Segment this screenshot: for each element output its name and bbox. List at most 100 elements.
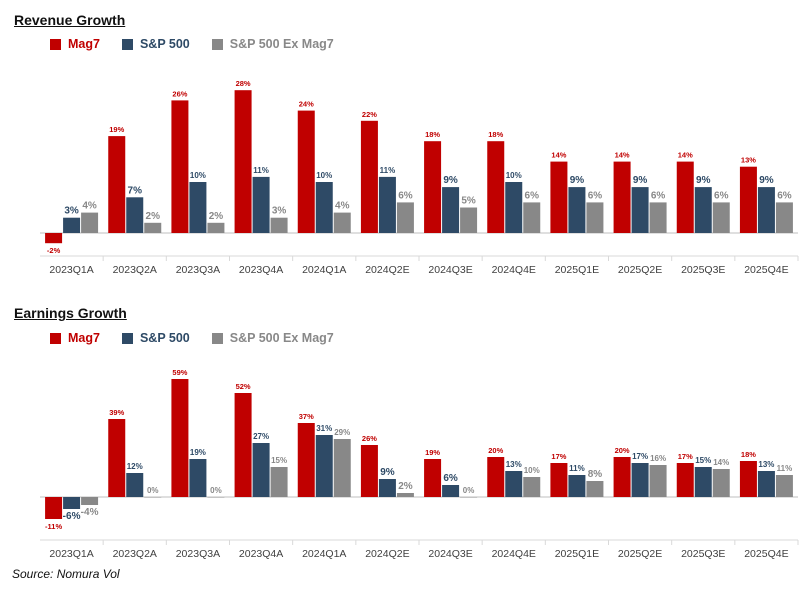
- legend-label: S&P 500: [139, 331, 190, 345]
- data-label: 11%: [569, 464, 585, 473]
- data-label: 13%: [758, 460, 774, 469]
- bar-sp500-2025Q3E: [694, 187, 712, 233]
- data-label: 6%: [651, 190, 666, 201]
- data-label: 0%: [210, 486, 222, 495]
- x-tick-label: 2023Q3A: [176, 548, 220, 560]
- bar-exmag7-2023Q4A: [270, 217, 288, 233]
- legend-item-exmag7: S&P 500 Ex Mag7: [211, 331, 334, 345]
- bar-sp500-2025Q3E: [694, 467, 712, 497]
- legend-swatch-exmag7: [211, 332, 223, 344]
- data-label: 9%: [696, 175, 711, 186]
- bar-mag7-2023Q4A: [234, 90, 252, 233]
- x-tick-label: 2025Q4E: [744, 548, 788, 560]
- data-label: 2%: [146, 211, 161, 222]
- data-label: 16%: [650, 454, 666, 463]
- x-tick-label: 2023Q4A: [239, 264, 283, 276]
- bar-mag7-2024Q1A: [297, 423, 315, 497]
- bar-exmag7-2024Q4E: [523, 477, 541, 497]
- data-label: 17%: [551, 452, 566, 461]
- data-label: -11%: [45, 522, 62, 531]
- data-label: 14%: [713, 458, 729, 467]
- data-label: 4%: [82, 201, 97, 212]
- data-label: 59%: [172, 368, 187, 377]
- bar-mag7-2024Q2E: [360, 120, 378, 233]
- bar-mag7-2025Q4E: [739, 166, 757, 233]
- data-label: 13%: [741, 156, 756, 165]
- x-tick-label: 2023Q1A: [49, 548, 93, 560]
- bar-sp500-2023Q2A: [126, 473, 144, 497]
- data-label: 19%: [425, 448, 440, 457]
- revenue-growth-chart: -2%3% 4%2023Q1A19%7%2%2023Q2A26%10%2%2023…: [40, 79, 799, 276]
- x-tick-label: 2025Q3E: [681, 264, 725, 276]
- data-label: 5%: [461, 196, 476, 207]
- x-tick-label: 2023Q3A: [176, 264, 220, 276]
- bar-sp500-2023Q2A: [126, 197, 144, 233]
- x-tick-label: 2025Q2E: [618, 264, 662, 276]
- data-label: 15%: [695, 456, 711, 465]
- data-label: 6%: [714, 190, 729, 201]
- bar-exmag7-2025Q4E: [775, 202, 793, 233]
- x-tick-label: 2024Q4E: [492, 264, 536, 276]
- bar-mag7-2025Q2E: [613, 457, 631, 497]
- bar-exmag7-2024Q2E: [396, 202, 414, 233]
- data-label: 6%: [443, 473, 458, 484]
- data-label: 9%: [759, 175, 774, 186]
- data-label: 14%: [551, 151, 566, 160]
- bar-exmag7-2023Q3A: [207, 222, 225, 233]
- data-label: 11%: [777, 464, 793, 473]
- bar-exmag7-2025Q3E: [712, 469, 730, 497]
- x-tick-label: 2025Q1E: [555, 264, 599, 276]
- bar-mag7-2024Q4E: [487, 141, 505, 233]
- data-label: -6%: [63, 511, 81, 522]
- bar-sp500-2024Q3E: [442, 187, 460, 233]
- bar-exmag7-2023Q2A: [144, 222, 162, 233]
- bar-exmag7-2024Q3E: [460, 497, 478, 498]
- bar-mag7-2023Q4A: [234, 393, 252, 497]
- bar-sp500-2023Q4A: [252, 176, 270, 233]
- data-label: 12%: [127, 462, 143, 471]
- bar-exmag7-2024Q2E: [396, 493, 414, 497]
- bar-exmag7-2023Q3A: [207, 497, 225, 498]
- bar-sp500-2025Q1E: [568, 475, 586, 497]
- x-tick-label: 2025Q3E: [681, 548, 725, 560]
- bar-sp500-2023Q1A: [63, 497, 81, 509]
- x-tick-label: 2025Q4E: [744, 264, 788, 276]
- data-label: 9%: [443, 175, 458, 186]
- x-tick-label: 2024Q3E: [428, 548, 472, 560]
- bar-sp500-2024Q2E: [378, 479, 396, 497]
- bar-exmag7-2025Q2E: [649, 465, 667, 497]
- data-label: 14%: [678, 151, 693, 160]
- data-label: 6%: [777, 190, 792, 201]
- data-label: 17%: [632, 452, 648, 461]
- bar-mag7-2025Q1E: [550, 161, 568, 233]
- bar-mag7-2023Q2A: [108, 136, 126, 233]
- data-label: 3%: [64, 206, 79, 217]
- legend-label: Mag7: [68, 331, 100, 345]
- bar-exmag7-2024Q1A: [333, 212, 351, 233]
- bar-mag7-2024Q1A: [297, 110, 315, 233]
- data-label: 13%: [506, 460, 522, 469]
- bar-sp500-2023Q3A: [189, 459, 207, 497]
- legend-item-sp500: S&P 500: [121, 37, 190, 51]
- bar-mag7-2024Q2E: [360, 445, 378, 497]
- data-label: 19%: [190, 448, 206, 457]
- legend-item-sp500: S&P 500: [121, 331, 190, 345]
- bar-sp500-2024Q2E: [378, 176, 396, 233]
- bar-sp500-2024Q4E: [505, 182, 523, 233]
- bar-sp500-2023Q1A: [63, 217, 81, 233]
- data-label: 18%: [741, 450, 756, 459]
- bar-exmag7-2023Q2A: [144, 497, 162, 498]
- bar-mag7-2024Q3E: [424, 459, 442, 497]
- source-note: Source: Nomura Vol: [12, 567, 120, 581]
- x-tick-label: 2025Q2E: [618, 548, 662, 560]
- data-label: 2%: [209, 211, 224, 222]
- data-label: 20%: [615, 446, 630, 455]
- x-tick-label: 2024Q2E: [365, 548, 409, 560]
- data-label: 9%: [380, 467, 395, 478]
- x-tick-label: 2025Q1E: [555, 548, 599, 560]
- x-tick-label: 2024Q4E: [492, 548, 536, 560]
- bar-sp500-2024Q1A: [315, 182, 333, 233]
- data-label: 26%: [362, 434, 377, 443]
- data-label: 10%: [316, 171, 332, 180]
- data-label: 27%: [253, 432, 269, 441]
